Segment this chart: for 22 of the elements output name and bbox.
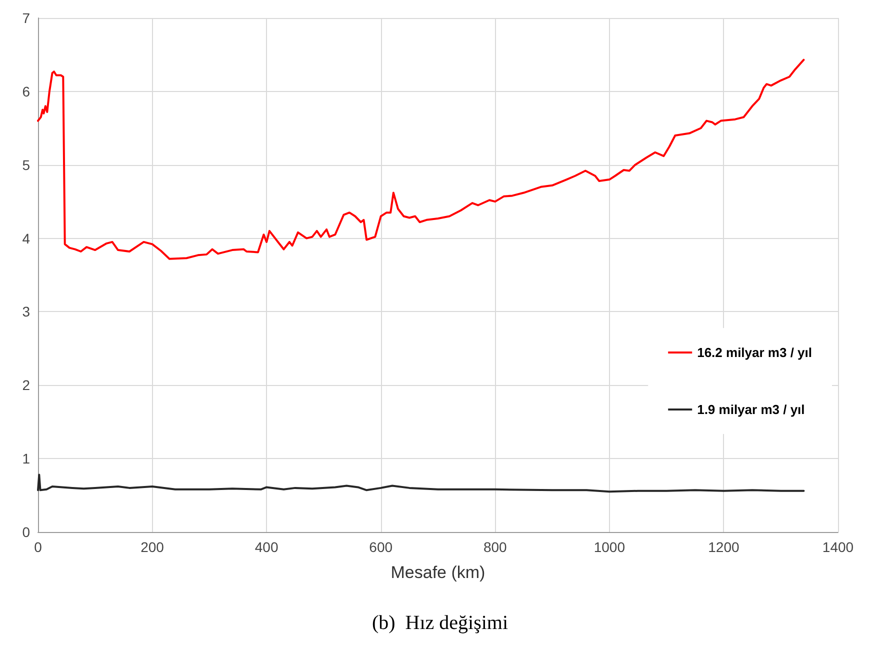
y-tick-label: 0: [22, 524, 30, 540]
legend-label: 1.9 milyar m3 / yıl: [697, 402, 805, 417]
x-tick-label: 800: [483, 539, 508, 555]
x-tick-label: 400: [254, 539, 278, 555]
y-tick-label: 3: [22, 304, 30, 320]
x-tick-label: 1400: [822, 539, 854, 555]
x-axis-title: Mesafe (km): [390, 563, 486, 582]
y-tick-label: 7: [22, 10, 30, 26]
x-tick-label: 200: [140, 539, 164, 555]
line-series: [37, 58, 805, 260]
x-tick-label: 1000: [594, 539, 626, 555]
line-series: [37, 474, 805, 493]
y-tick-label: 5: [22, 156, 30, 173]
y-tick-label: 2: [22, 377, 30, 394]
legend-label: 16.2 milyar m3 / yıl: [697, 345, 812, 360]
y-tick-label: 4: [22, 230, 30, 246]
text: (b) Hız değişimi: [372, 612, 508, 634]
y-tick-label: 1: [22, 450, 30, 467]
y-tick-label: 6: [22, 83, 30, 100]
x-tick-label: 600: [369, 539, 393, 555]
x-tick-label: 0: [34, 539, 42, 555]
x-tick-label: 1200: [708, 539, 740, 555]
